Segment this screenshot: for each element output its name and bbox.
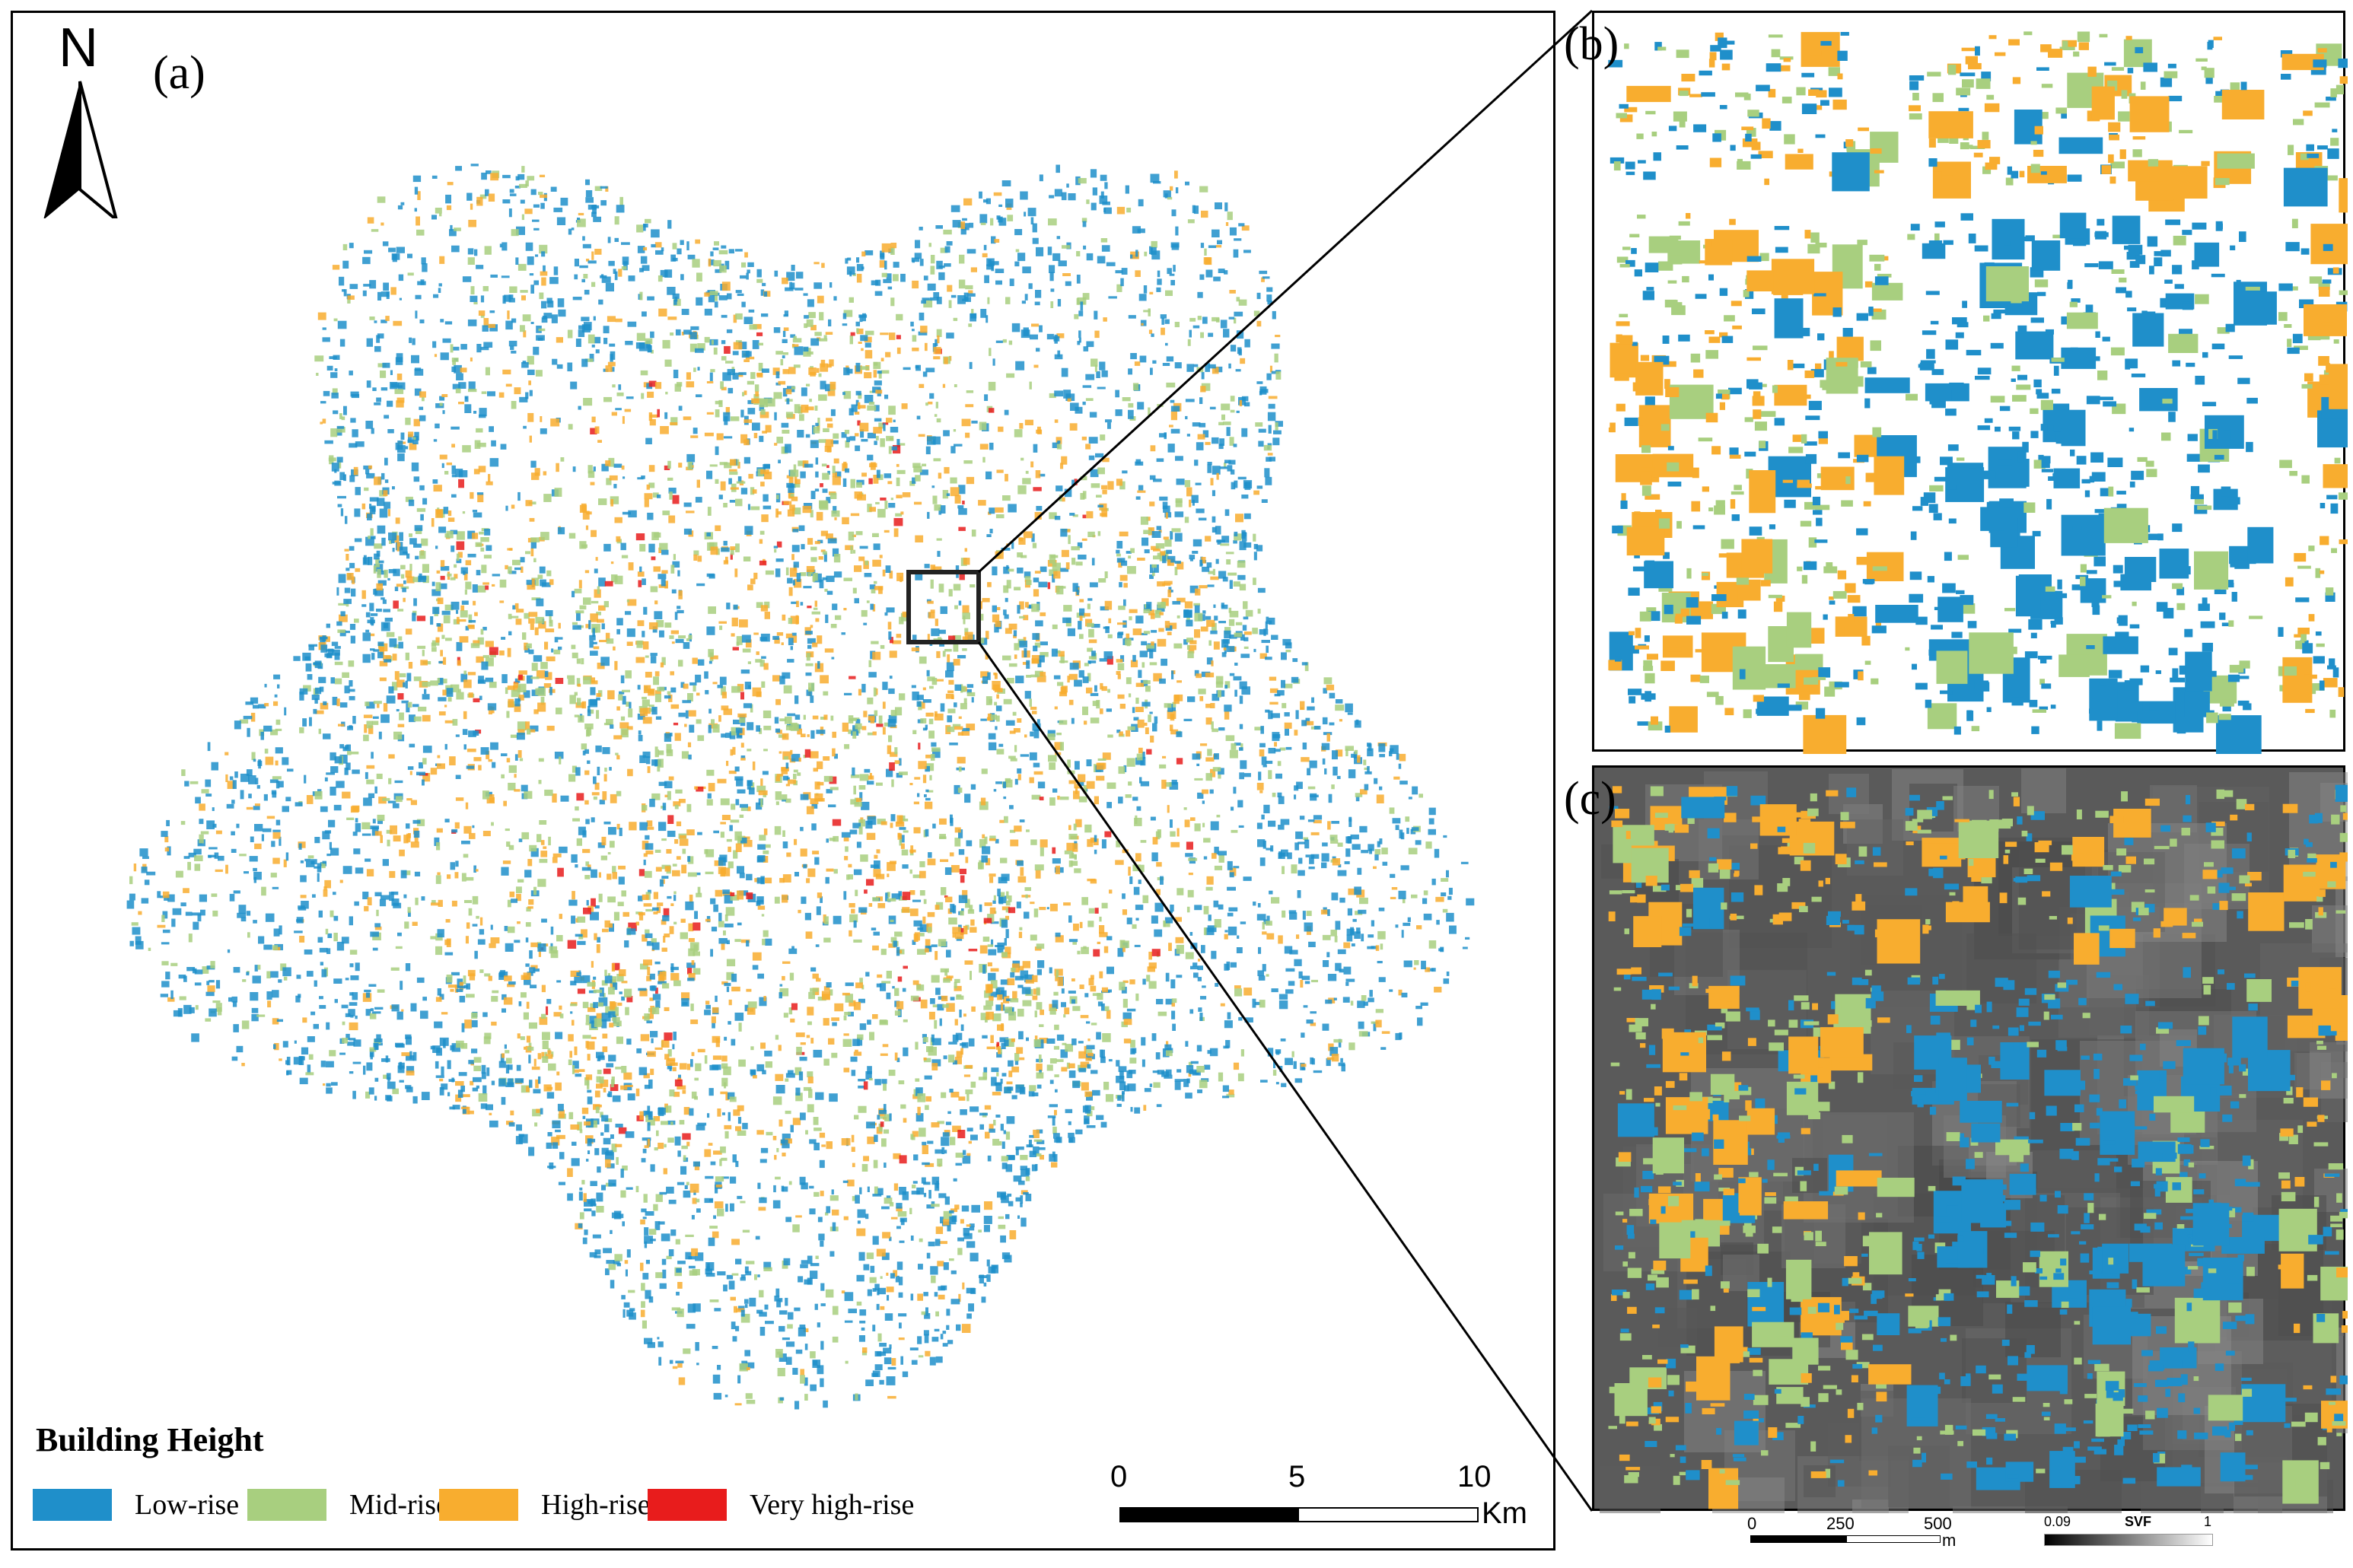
panel-c-label: (c): [1564, 773, 1616, 825]
inset-scale-tick-500: 500: [1924, 1514, 1952, 1533]
city-building-map: [126, 164, 1475, 1410]
legend-item-mid-rise: Mid-rise: [247, 1487, 449, 1522]
north-arrow-icon: [43, 81, 118, 218]
inset-scale-unit: m: [1942, 1531, 1957, 1550]
legend-swatch-very-high-rise: [648, 1489, 727, 1521]
legend-swatch-mid-rise: [247, 1489, 326, 1521]
inset-scale-tick-0: 0: [1747, 1514, 1757, 1533]
scale-unit: Km: [1482, 1496, 1527, 1530]
scale-bar-inset: 0 250 500 m: [1747, 1514, 1976, 1560]
legend-swatch-high-rise: [439, 1489, 518, 1521]
svf-gradient-bar: [2044, 1534, 2213, 1546]
scale-bar-black-segment: [1119, 1507, 1297, 1522]
legend-label-very-high-rise: Very high-rise: [750, 1489, 915, 1521]
panel-a-city-map: (a) N Building Height Low-rise Mid-rise …: [11, 11, 1555, 1551]
scale-tick-0: 0: [1110, 1460, 1128, 1493]
legend-label-high-rise: High-rise: [541, 1489, 651, 1521]
svf-min-label: 0.09: [2044, 1514, 2071, 1529]
panel-b-zoom-map: (b): [1564, 11, 2348, 754]
panel-c-svf-map: (c): [1564, 765, 2348, 1513]
svf-title: SVF: [2125, 1514, 2152, 1529]
legend-item-low-rise: Low-rise: [33, 1487, 239, 1522]
panel-a-label: (a): [153, 47, 205, 99]
legend-label-low-rise: Low-rise: [135, 1489, 240, 1521]
legend-title: Building Height: [36, 1421, 264, 1458]
inset-scale-black-segment: [1750, 1535, 1846, 1543]
inset-scale-white-segment: [1846, 1535, 1941, 1543]
svf-building-map: [1600, 768, 2348, 1513]
panel-b-label: (b): [1564, 18, 1619, 70]
scale-tick-10: 10: [1457, 1460, 1492, 1493]
scale-bar-white-segment: [1297, 1507, 1479, 1522]
north-label: N: [59, 17, 98, 78]
legend-swatch-low-rise: [33, 1489, 112, 1521]
inset-scale-tick-250: 250: [1826, 1514, 1855, 1533]
svf-colorbar: 0.09 SVF 1: [2044, 1514, 2219, 1560]
legend-label-mid-rise: Mid-rise: [349, 1489, 449, 1521]
zoom-building-map: [1608, 31, 2348, 754]
legend-item-very-high-rise: Very high-rise: [648, 1487, 914, 1522]
north-arrow: N: [36, 21, 127, 218]
scale-bar-main: 0 5 10 Km: [1101, 1443, 1527, 1530]
scale-tick-5: 5: [1288, 1460, 1306, 1493]
legend-item-high-rise: High-rise: [439, 1487, 651, 1522]
svf-max-label: 1: [2204, 1514, 2212, 1529]
